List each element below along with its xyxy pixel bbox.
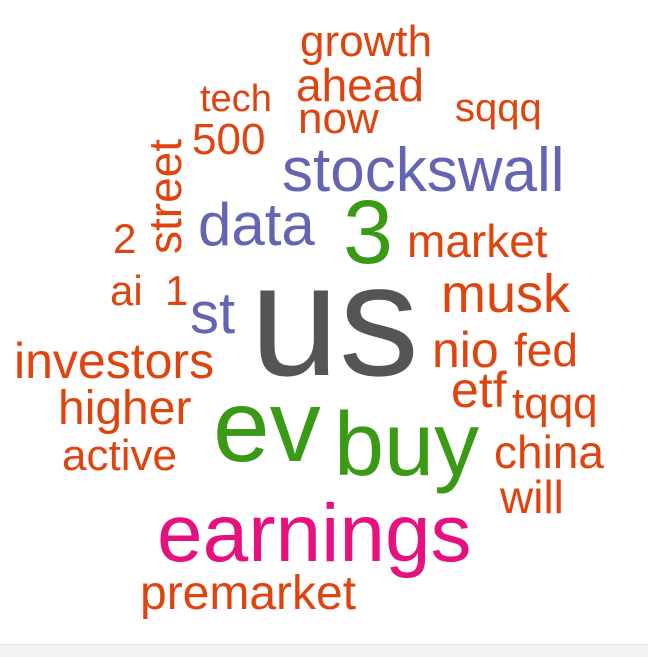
word-sqqq: sqqq: [455, 86, 542, 130]
word-china: china: [494, 426, 604, 478]
word-tech: tech: [200, 78, 272, 120]
word-street: street: [139, 138, 191, 254]
word-tqqq: tqqq: [512, 379, 598, 428]
word-st: st: [190, 281, 236, 346]
footer-strip: [0, 644, 648, 657]
word-us: us: [250, 230, 419, 409]
word-stockswall: stockswall: [282, 136, 565, 205]
word-ai: ai: [110, 267, 143, 314]
word-ahead: ahead: [296, 59, 424, 111]
word-musk: musk: [441, 264, 571, 324]
word-500: 500: [192, 115, 266, 164]
word-will: will: [500, 471, 564, 523]
word-earnings: earnings: [157, 488, 472, 579]
word-growth: growth: [300, 17, 433, 66]
word-etf: etf: [451, 362, 507, 418]
word-investors: investors: [14, 333, 215, 389]
word-fed: fed: [514, 324, 578, 376]
word-2: 2: [113, 215, 137, 262]
word-premarket: premarket: [140, 567, 357, 620]
word-1: 1: [165, 267, 189, 314]
word-ev: ev: [213, 369, 321, 483]
word-now: now: [298, 94, 379, 143]
word-data: data: [198, 191, 315, 258]
word-higher: higher: [58, 382, 192, 435]
word-market: market: [407, 215, 548, 267]
word-buy: buy: [334, 395, 480, 495]
word-active: active: [62, 431, 177, 480]
word-nio: nio: [432, 322, 499, 378]
word-3: 3: [343, 183, 394, 283]
